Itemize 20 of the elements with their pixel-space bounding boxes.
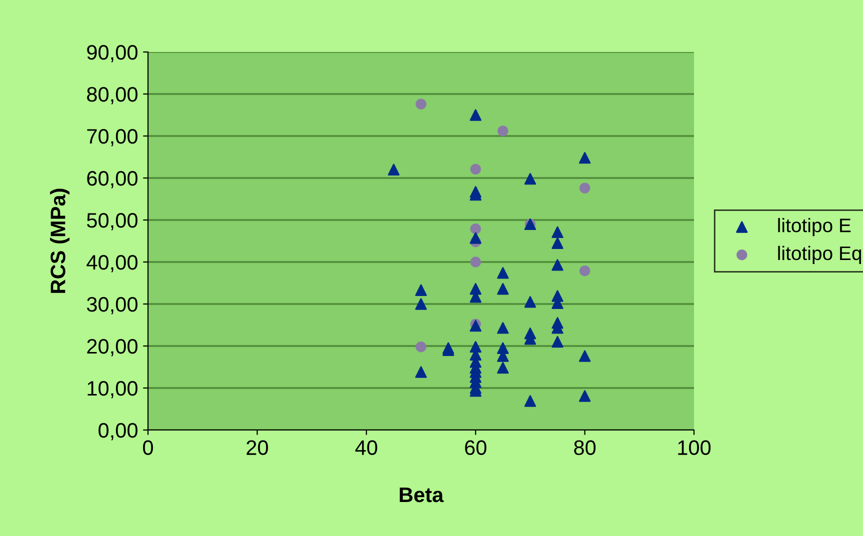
x-tick-label: 20 — [246, 440, 268, 456]
y-tick-label: 90,00 — [87, 45, 138, 62]
x-tick-label: 0 — [143, 440, 153, 456]
y-tick-label: 10,00 — [88, 381, 138, 398]
y-axis-title: RCS (MPa) — [50, 188, 70, 293]
x-tick-label: 40 — [355, 440, 378, 456]
x-tick-label: 60 — [465, 440, 486, 456]
x-tick-label: 80 — [574, 440, 596, 456]
x-axis-title: Beta — [400, 488, 444, 502]
y-tick-label: 50,00 — [86, 213, 138, 230]
legend-label: litotipo Eq — [778, 246, 862, 264]
legend-label: litotipo E — [778, 218, 851, 236]
y-tick-label: 80,00 — [87, 87, 138, 104]
y-tick-label: 40,00 — [86, 255, 138, 272]
y-tick-label: 30,00 — [86, 297, 138, 314]
y-tick-label: 20,00 — [87, 339, 138, 356]
x-tick-label: 100 — [678, 440, 711, 456]
y-tick-label: 60,00 — [87, 171, 138, 188]
y-tick-label: 0,00 — [98, 423, 138, 440]
y-tick-label: 70,00 — [87, 129, 138, 146]
